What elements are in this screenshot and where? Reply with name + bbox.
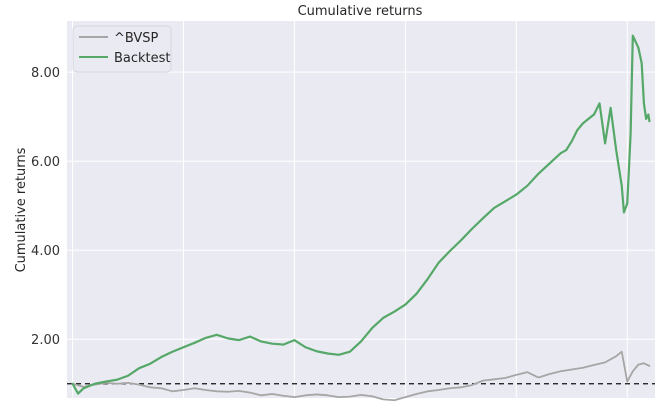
y-axis-ticks: 2.00 4.00 6.00 8.00 (31, 66, 60, 348)
y-tick-label: 8.00 (31, 66, 60, 81)
series-layer (71, 34, 651, 402)
y-tick-label: 2.00 (31, 333, 60, 348)
series-line-backtest (71, 34, 651, 395)
series-line-bvsp (71, 350, 651, 402)
legend-label-bvsp: ^BVSP (114, 31, 159, 46)
legend: ^BVSP Backtest (72, 25, 172, 73)
y-tick-label: 6.00 (31, 155, 60, 170)
y-axis-label: Cumulative returns (14, 147, 29, 272)
plot-background (67, 21, 655, 398)
y-tick-label: 4.00 (31, 244, 60, 259)
legend-label-backtest: Backtest (114, 51, 171, 66)
chart-title: Cumulative returns (298, 4, 423, 19)
